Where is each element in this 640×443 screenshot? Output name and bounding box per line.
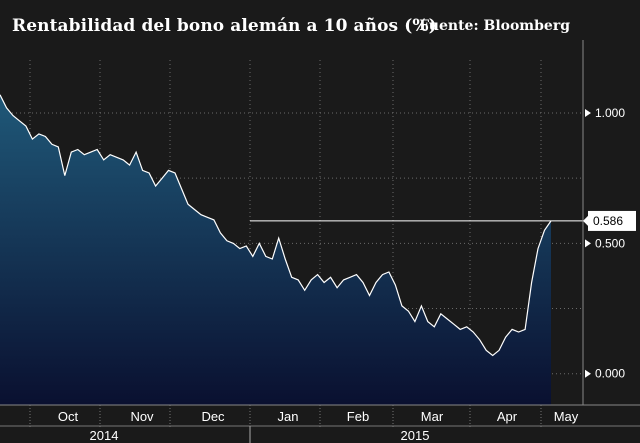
x-tick-label: Dec: [201, 409, 225, 424]
y-tick-label: 0.500: [595, 236, 625, 250]
series-line: [0, 94, 552, 357]
year-label: 2015: [401, 428, 430, 443]
x-tick-label: May: [554, 409, 579, 424]
chart-source: Fuente: Bloomberg: [419, 18, 570, 34]
x-tick-label: Jan: [278, 409, 299, 424]
y-tick-label: 0.000: [595, 367, 625, 381]
year-label: 2014: [90, 428, 119, 443]
x-tick-label: Nov: [130, 409, 154, 424]
last-value-box: [588, 210, 636, 231]
x-tick-label: Feb: [347, 409, 369, 424]
y-tick-label: 1.000: [595, 106, 625, 120]
y-tick-arrow: [585, 239, 591, 248]
chart-title: Rentabilidad del bono alemán a 10 años (…: [12, 16, 437, 36]
y-tick-arrow: [585, 109, 591, 117]
last-value-pointer: [583, 214, 589, 227]
last-value-label: 0.586: [593, 214, 623, 228]
y-tick-arrow: [585, 369, 591, 378]
x-tick-label: Oct: [58, 409, 79, 424]
x-tick-label: Mar: [421, 409, 444, 424]
x-tick-label: Apr: [497, 409, 518, 424]
